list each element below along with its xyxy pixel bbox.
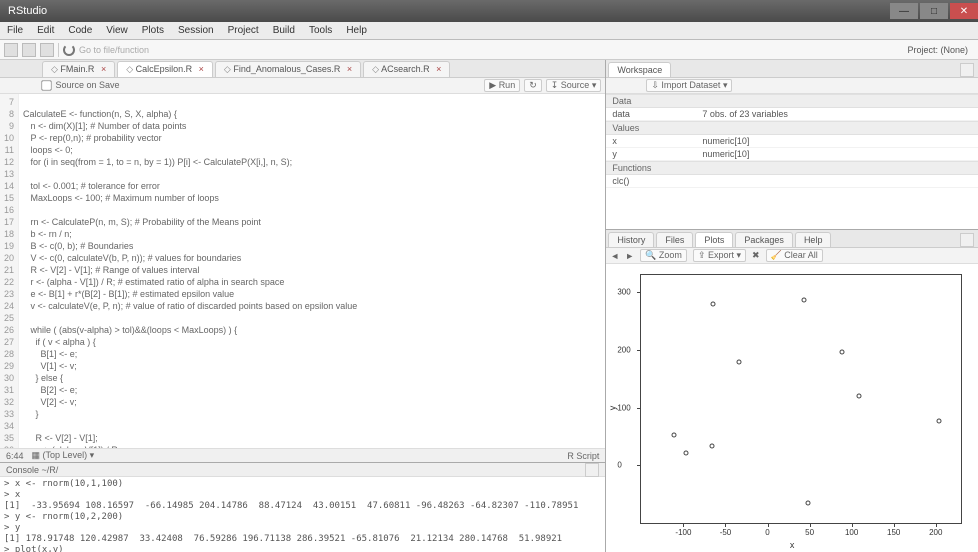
plot-point xyxy=(937,419,942,424)
env-section-header: Functions xyxy=(606,161,978,175)
menu-build[interactable]: Build xyxy=(266,25,302,36)
plot-point xyxy=(684,451,689,456)
plot-ylabel: y xyxy=(608,406,618,411)
save-doc-icon[interactable] xyxy=(22,80,34,92)
console-body[interactable]: > x <- rnorm(10,1,100) > x [1] -33.95694… xyxy=(0,477,605,552)
plot-point xyxy=(839,349,844,354)
environment-tabs: Workspace xyxy=(606,60,978,78)
open-file-icon[interactable] xyxy=(22,43,36,57)
editor-tab[interactable]: ◇ ACsearch.R × xyxy=(363,61,450,77)
plot-box: 0100200300-100-50050100150200 xyxy=(640,274,962,524)
plots-tab-files[interactable]: Files xyxy=(656,232,693,247)
editor-tabs: ◇ FMain.R ×◇ CalcEpsilon.R ×◇ Find_Anoma… xyxy=(0,60,605,78)
menu-help[interactable]: Help xyxy=(339,25,374,36)
menu-view[interactable]: View xyxy=(99,25,135,36)
plots-tab-plots[interactable]: Plots xyxy=(695,232,733,247)
editor-tab[interactable]: ◇ CalcEpsilon.R × xyxy=(117,61,213,77)
compile-icon[interactable] xyxy=(144,80,156,92)
nav-fwd-icon[interactable] xyxy=(23,63,37,77)
editor-subbar: Source on Save ▶ Run ↻ ↧ Source ▾ xyxy=(0,78,605,94)
plot-point xyxy=(709,444,714,449)
clear-workspace-icon[interactable] xyxy=(738,80,750,92)
code-editor[interactable]: 7891011121314151617181920212223242526272… xyxy=(0,94,605,448)
menu-plots[interactable]: Plots xyxy=(135,25,171,36)
env-row[interactable]: ynumeric[10] xyxy=(606,148,978,161)
go-to-label: Go to file/function xyxy=(79,45,149,55)
plot-area: y x 0100200300-100-50050100150200 xyxy=(606,264,978,552)
console-header: Console ~/R/ xyxy=(0,463,605,477)
plot-point xyxy=(672,433,677,438)
env-row[interactable]: clc() xyxy=(606,175,978,188)
run-button[interactable]: ▶ Run xyxy=(484,79,520,92)
plots-tab-packages[interactable]: Packages xyxy=(735,232,793,247)
env-tab[interactable]: Workspace xyxy=(608,62,671,77)
menu-edit[interactable]: Edit xyxy=(30,25,61,36)
menu-tools[interactable]: Tools xyxy=(302,25,339,36)
plots-tabs: HistoryFilesPlotsPackagesHelp xyxy=(606,230,978,248)
editor-statusbar: 6:44 ▦ (Top Level) ▾ R Script xyxy=(0,448,605,462)
plots-tab-help[interactable]: Help xyxy=(795,232,832,247)
plot-point xyxy=(711,301,716,306)
window-minimize-button[interactable]: — xyxy=(890,3,918,19)
plots-subbar: ◄ ► 🔍 Zoom ⇪ Export ▾ ✖ 🧹 Clear All xyxy=(606,248,978,264)
go-to-file-icon[interactable] xyxy=(63,44,75,56)
plot-point xyxy=(805,501,810,506)
window-title: RStudio xyxy=(8,5,47,17)
environment-pane: Workspace ⇩ Import Dataset ▾ Datadata7 o… xyxy=(606,60,978,230)
refresh-env-icon[interactable] xyxy=(962,80,974,92)
save-workspace-icon[interactable] xyxy=(628,80,640,92)
console-pop-out-icon[interactable] xyxy=(585,463,599,477)
new-file-icon[interactable] xyxy=(4,43,18,57)
plot-xlabel: x xyxy=(790,540,795,550)
load-workspace-icon[interactable] xyxy=(610,80,622,92)
source-on-save-checkbox[interactable]: Source on Save xyxy=(40,79,120,92)
console-pane: Console ~/R/ > x <- rnorm(10,1,100) > x … xyxy=(0,462,605,552)
menubar: FileEditCodeViewPlotsSessionProjectBuild… xyxy=(0,22,978,40)
rerun-button[interactable]: ↻ xyxy=(524,79,542,92)
plots-tab-history[interactable]: History xyxy=(608,232,654,247)
window-maximize-button[interactable]: □ xyxy=(920,3,948,19)
find-icon[interactable] xyxy=(126,80,138,92)
menu-session[interactable]: Session xyxy=(171,25,221,36)
window-titlebar: RStudio — □ ✕ xyxy=(0,0,978,22)
editor-tab[interactable]: ◇ FMain.R × xyxy=(42,61,115,77)
zoom-button[interactable]: 🔍 Zoom xyxy=(640,249,687,262)
plot-point xyxy=(856,393,861,398)
remove-plot-icon[interactable]: ✖ xyxy=(752,250,760,261)
plots-pop-out-icon[interactable] xyxy=(960,233,974,247)
source-button[interactable]: ↧ Source ▾ xyxy=(546,79,602,92)
env-row[interactable]: data7 obs. of 23 variables xyxy=(606,108,978,121)
cursor-pos: 6:44 xyxy=(6,451,24,461)
menu-code[interactable]: Code xyxy=(61,25,99,36)
plot-point xyxy=(801,298,806,303)
menu-project[interactable]: Project xyxy=(221,25,266,36)
main-toolbar: Go to file/function Project: (None) xyxy=(0,40,978,60)
menu-file[interactable]: File xyxy=(0,25,30,36)
env-pop-out-icon[interactable] xyxy=(960,63,974,77)
plots-pane: HistoryFilesPlotsPackagesHelp ◄ ► 🔍 Zoom… xyxy=(606,230,978,552)
export-button[interactable]: ⇪ Export ▾ xyxy=(693,249,746,262)
show-in-new-icon[interactable] xyxy=(4,80,16,92)
project-selector[interactable]: Project: (None) xyxy=(901,45,974,55)
plot-next-icon[interactable]: ► xyxy=(625,251,634,261)
editor-tab[interactable]: ◇ Find_Anomalous_Cases.R × xyxy=(215,61,361,77)
file-type-label: R Script xyxy=(567,451,599,461)
environment-subbar: ⇩ Import Dataset ▾ xyxy=(606,78,978,94)
import-dataset-button[interactable]: ⇩ Import Dataset ▾ xyxy=(646,79,732,92)
save-icon[interactable] xyxy=(40,43,54,57)
clear-all-button[interactable]: 🧹 Clear All xyxy=(766,249,823,262)
env-section-header: Values xyxy=(606,121,978,135)
plot-prev-icon[interactable]: ◄ xyxy=(610,251,619,261)
nav-back-icon[interactable] xyxy=(3,63,17,77)
env-section-header: Data xyxy=(606,94,978,108)
window-close-button[interactable]: ✕ xyxy=(950,3,978,19)
env-row[interactable]: xnumeric[10] xyxy=(606,135,978,148)
plot-point xyxy=(736,360,741,365)
